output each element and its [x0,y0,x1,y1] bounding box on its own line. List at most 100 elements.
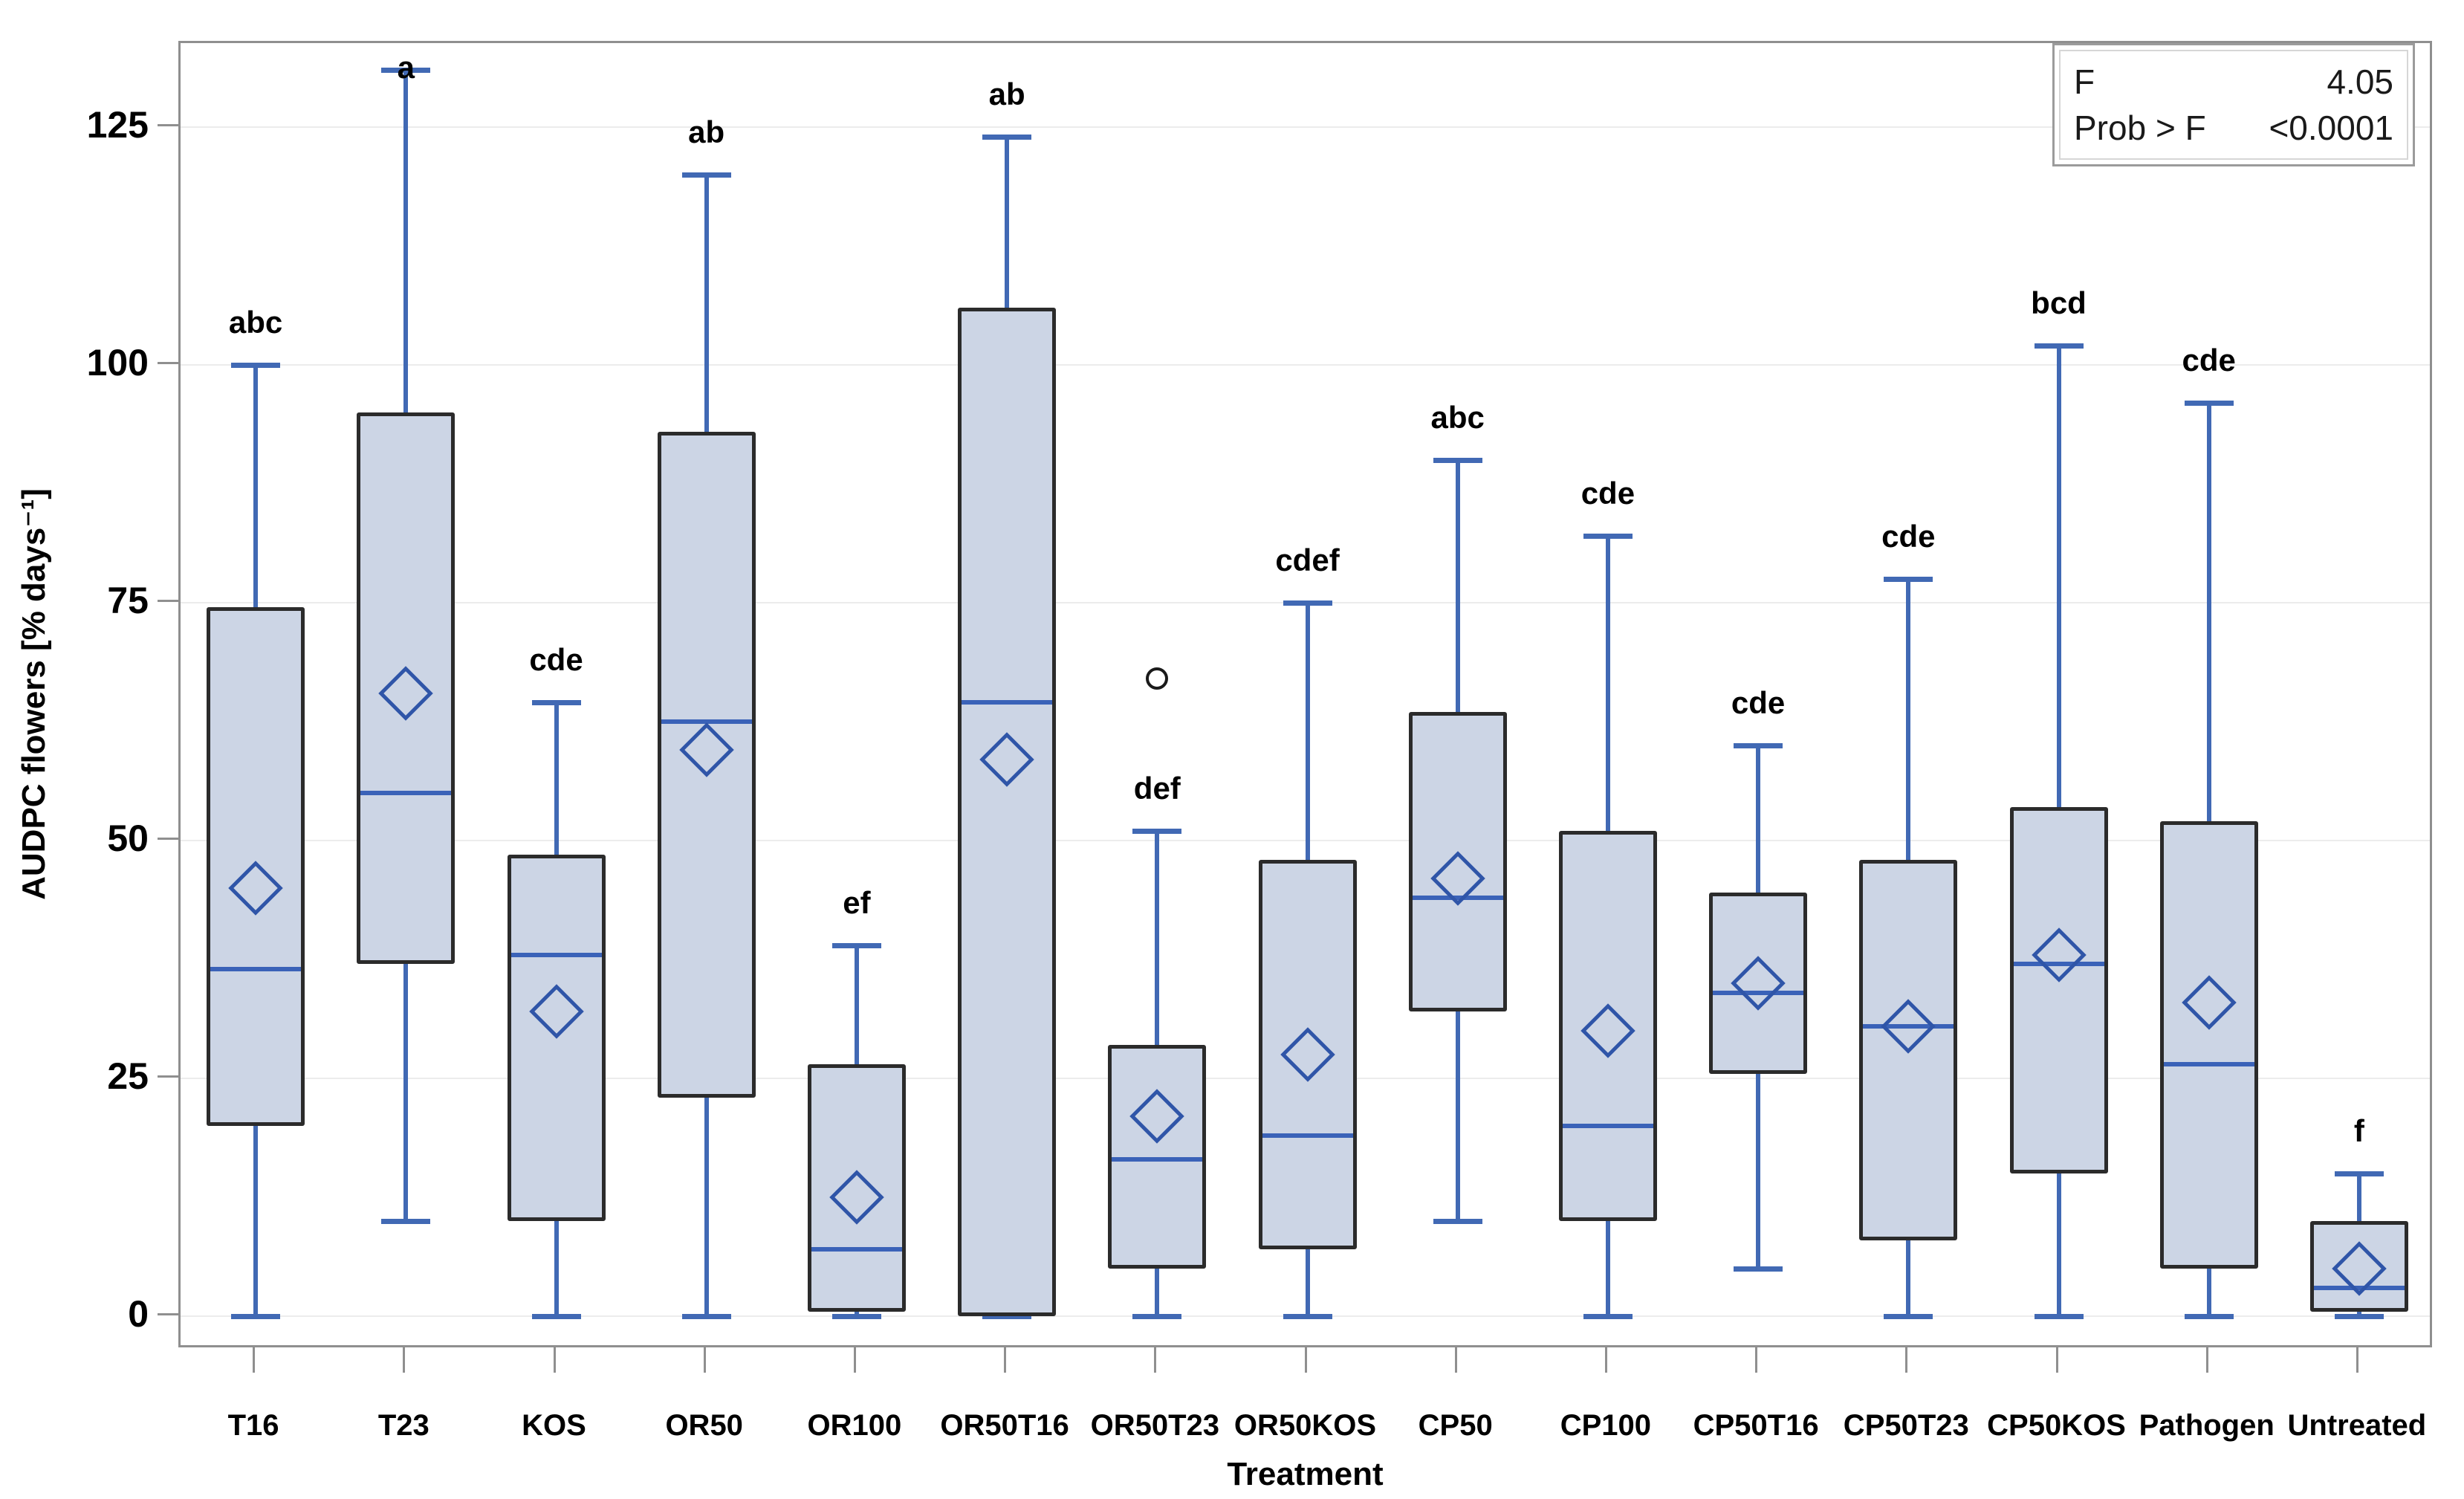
f-statistic-label: F [2074,62,2095,101]
x-tick-Pathogen [2205,1347,2208,1373]
box-Untreated [2309,1221,2408,1312]
y-tick-0 [158,1313,178,1315]
sig-letter-CP100: cde [1580,476,1635,511]
box-OR50KOS [1258,859,1357,1250]
box-CP50KOS [2009,807,2108,1173]
x-label-CP50T23: CP50T23 [1843,1409,1969,1442]
box-OR50T16 [958,308,1057,1316]
y-tick-label-100: 100 [86,342,149,383]
x-label-OR50T23: OR50T23 [1090,1409,1220,1442]
whisker-cap-max-T23 [381,68,431,74]
box-OR50 [657,431,756,1098]
median-CP50T23 [1863,1023,1954,1029]
whisker-cap-max-CP50KOS [2034,343,2084,349]
x-label-Pathogen: Pathogen [2139,1409,2275,1442]
x-tick-OR50T16 [1004,1347,1007,1373]
x-label-OR50T16: OR50T16 [940,1409,1069,1442]
prob-f-row: Prob > F <0.0001 [2074,105,2393,151]
box-Pathogen [2159,821,2258,1269]
box-KOS [507,855,606,1221]
whisker-cap-min-CP100 [1583,1314,1633,1319]
x-label-CP50KOS: CP50KOS [1987,1409,2126,1442]
whisker-cap-min-CP50T23 [1884,1314,1933,1319]
sig-letter-OR50T23: def [1133,771,1181,806]
x-tick-Untreated [2356,1347,2358,1373]
whisker-cap-min-KOS [531,1314,581,1319]
whisker-cap-max-T16 [231,363,281,368]
f-statistic-value: 4.05 [2327,62,2393,101]
median-CP50KOS [2013,962,2104,967]
sig-letter-OR50T16: ab [988,76,1025,111]
x-tick-OR100 [853,1347,856,1373]
box-CP50 [1408,712,1507,1012]
sig-letter-KOS: cde [529,642,583,678]
x-tick-CP50T16 [1755,1347,1758,1373]
x-tick-T16 [253,1347,256,1373]
whisker-cap-max-CP100 [1583,534,1633,540]
sig-letter-CP50T23: cde [1881,519,1936,554]
y-tick-label-75: 75 [107,580,149,621]
y-tick-label-50: 50 [107,818,149,859]
whisker-cap-max-Pathogen [2184,401,2234,407]
median-OR50KOS [1262,1133,1353,1138]
x-tick-OR50T23 [1154,1347,1157,1373]
x-tick-CP50T23 [1905,1347,1908,1373]
sig-letter-OR50: ab [688,114,725,149]
y-tick-25 [158,1075,178,1078]
f-statistic-row: F 4.05 [2074,59,2393,105]
box-T23 [357,412,455,965]
outlier-OR50T23-0 [1146,667,1169,690]
whisker-cap-max-OR50T23 [1132,829,1182,835]
x-label-OR100: OR100 [807,1409,902,1442]
whisker-cap-min-OR50 [681,1314,731,1319]
sig-letter-T16: abc [228,305,283,340]
y-tick-label-125: 125 [86,104,149,146]
x-label-Untreated: Untreated [2287,1409,2427,1442]
sig-letter-CP50: abc [1430,400,1485,435]
x-label-T23: T23 [377,1409,429,1442]
sig-letter-OR50KOS: cdef [1275,543,1340,577]
x-label-CP100: CP100 [1560,1409,1652,1442]
whisker-cap-max-CP50T16 [1734,743,1783,748]
median-T23 [360,791,452,795]
x-tick-CP50KOS [2055,1347,2058,1373]
x-tick-CP50 [1454,1347,1457,1373]
whisker-cap-min-OR50T16 [982,1314,1032,1319]
whisker-cap-min-T16 [231,1314,281,1319]
y-tick-100 [158,362,178,364]
x-axis-title: Treatment [1227,1456,1384,1492]
box-OR100 [807,1063,906,1312]
median-Pathogen [2163,1061,2254,1066]
median-CP50T16 [1713,990,1804,995]
y-tick-label-25: 25 [107,1055,149,1097]
x-label-OR50: OR50 [665,1409,743,1442]
plot-area: abc a cde ab ef ab def cdef abc cde cde cde bcd cde f [178,41,2432,1347]
whisker-cap-max-OR50 [681,172,731,178]
sig-letter-CP50KOS: bcd [2031,285,2087,321]
median-T16 [210,966,302,971]
x-label-OR50KOS: OR50KOS [1233,1409,1377,1442]
y-tick-label-0: 0 [128,1293,149,1335]
whisker-cap-min-Untreated [2334,1314,2384,1319]
median-OR50 [661,719,752,724]
median-OR100 [811,1247,902,1252]
y-tick-50 [158,838,178,840]
x-tick-OR50 [703,1347,706,1373]
x-label-KOS: KOS [522,1409,586,1442]
x-tick-CP100 [1604,1347,1607,1373]
whisker-cap-min-CP50T16 [1734,1266,1783,1272]
anova-stats-box: F 4.05 Prob > F <0.0001 [2052,43,2415,166]
median-CP100 [1562,1124,1653,1128]
sig-letter-T23: a [397,50,415,85]
whisker-cap-max-KOS [531,700,581,706]
whisker-cap-min-OR50T23 [1132,1314,1182,1319]
sig-letter-Untreated: f [2353,1113,2364,1148]
sig-letter-OR100: ef [843,884,871,920]
grid-line-125 [181,126,2430,128]
anova-stats-inner: F 4.05 Prob > F <0.0001 [2059,50,2408,160]
y-tick-75 [158,600,178,602]
whisker-cap-max-OR50T16 [982,134,1032,140]
whisker-cap-min-OR50KOS [1283,1314,1332,1319]
median-OR50T23 [1112,1156,1203,1162]
